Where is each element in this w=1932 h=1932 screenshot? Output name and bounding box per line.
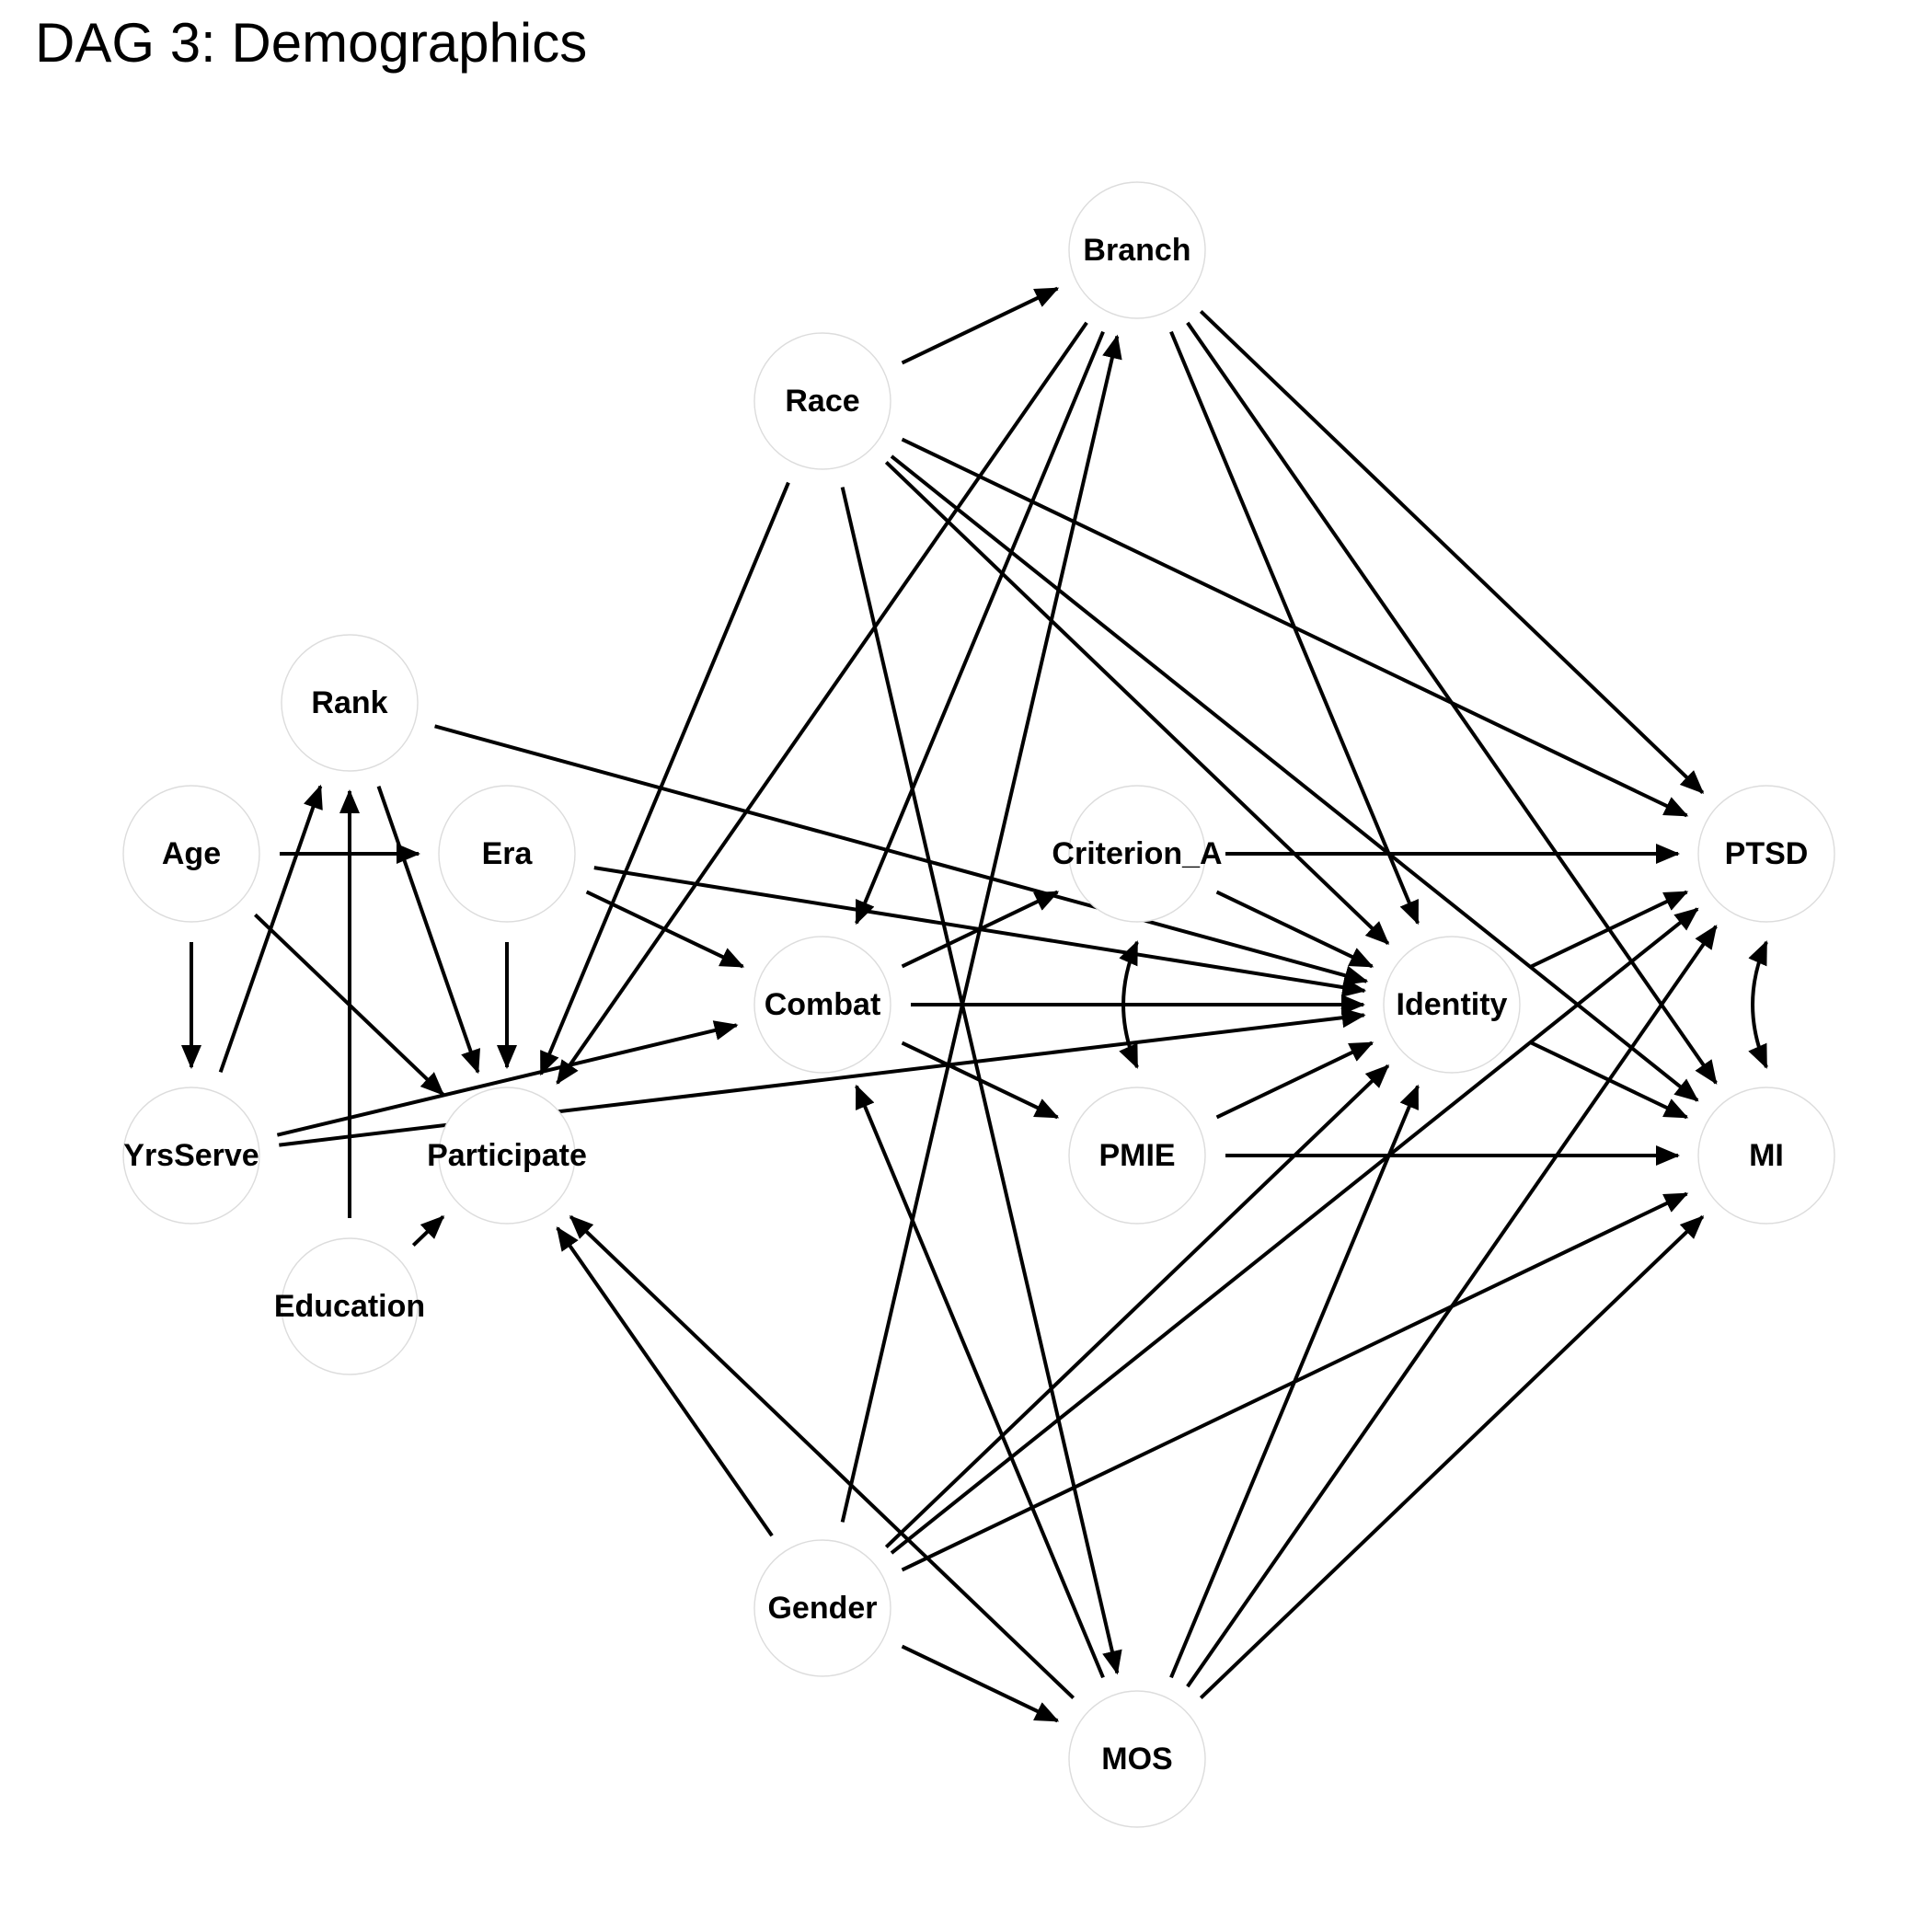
node-age: Age (122, 785, 260, 923)
edge-branch-to-ptsd (1199, 310, 1705, 794)
node-label: Rank (311, 685, 387, 720)
node-circle (753, 936, 891, 1074)
node-label: Identity (1397, 987, 1508, 1022)
edge-gender-to-branch (840, 334, 1122, 1523)
node-circle (1697, 785, 1835, 923)
node-label: PTSD (1725, 836, 1809, 871)
edge-mos-to-mi (1199, 1215, 1705, 1699)
edge-race-to-branch (901, 286, 1060, 365)
node-mi: MI (1697, 1087, 1835, 1225)
edge-gender-to-mos (901, 1644, 1060, 1723)
edge-branch-to-participate (556, 321, 1088, 1085)
node-ptsd: PTSD (1697, 785, 1835, 923)
edge-criterion-a-to-identity (1215, 890, 1374, 969)
node-mos: MOS (1068, 1690, 1206, 1828)
edge-rank-to-identity (434, 724, 1369, 985)
edge-yrsserve-to-combat (276, 1020, 739, 1137)
node-branch: Branch (1068, 181, 1206, 319)
node-circle (122, 785, 260, 923)
node-race: Race (753, 332, 891, 470)
edge-education-to-participate (411, 1215, 445, 1247)
node-label: MOS (1101, 1742, 1172, 1777)
node-circle (438, 785, 576, 923)
node-circle (1383, 936, 1521, 1074)
node-circle (753, 332, 891, 470)
node-criterion-a: Criterion_A (1052, 785, 1223, 923)
node-circle (1697, 1087, 1835, 1225)
node-label: Education (274, 1289, 425, 1324)
page-title: DAG 3: Demographics (35, 12, 588, 74)
node-circle (1068, 181, 1206, 319)
node-label: Era (482, 836, 534, 871)
node-circle (122, 1087, 260, 1225)
edge-gender-to-ptsd (890, 907, 1699, 1555)
node-label: Race (785, 384, 859, 419)
node-circle (281, 634, 419, 772)
edge-branch-to-combat (855, 330, 1105, 926)
node-label: Age (162, 836, 221, 871)
edge-branch-to-identity (1169, 330, 1420, 926)
node-circle (1068, 785, 1206, 923)
edge-identity-to-ptsd (1530, 890, 1689, 969)
edge-mos-to-combat (855, 1084, 1105, 1679)
node-education: Education (274, 1237, 425, 1375)
node-identity: Identity (1383, 936, 1521, 1074)
node-circle (1068, 1690, 1206, 1828)
node-combat: Combat (753, 936, 891, 1074)
node-label: Participate (427, 1138, 587, 1173)
node-label: PMIE (1098, 1138, 1175, 1173)
edge-mos-to-participate (569, 1214, 1075, 1700)
edge-race-to-mi (890, 454, 1699, 1102)
node-circle (1068, 1087, 1206, 1225)
node-label: Gender (767, 1591, 877, 1626)
edge-gender-to-identity (884, 1064, 1390, 1548)
edge-gender-to-participate (556, 1226, 774, 1537)
node-circle (753, 1539, 891, 1677)
node-label: Branch (1083, 233, 1190, 268)
node-yrsserve: YrsServe (122, 1087, 260, 1225)
edge-mos-to-identity (1169, 1084, 1420, 1679)
node-label: MI (1749, 1138, 1784, 1173)
node-circle (438, 1087, 576, 1225)
node-label: YrsServe (123, 1138, 259, 1173)
node-gender: Gender (753, 1539, 891, 1677)
edge-race-to-identity (884, 461, 1390, 945)
node-rank: Rank (281, 634, 419, 772)
edge-combat-to-pmie (901, 1041, 1060, 1120)
edge-ptsd-to-mi (1748, 940, 1768, 1069)
node-participate: Participate (427, 1087, 587, 1225)
node-label: Criterion_A (1052, 836, 1222, 871)
node-era: Era (438, 785, 576, 923)
node-pmie: PMIE (1068, 1087, 1206, 1225)
nodes-layer: Branch Race Rank Age Era Criterion_A PTSD Comba… (122, 181, 1835, 1828)
edge-criterion-a-to-pmie (1119, 940, 1139, 1069)
edge-yrsserve-to-rank (218, 784, 323, 1074)
edge-rank-to-participate (376, 786, 480, 1075)
edges-layer (181, 286, 1768, 1723)
edge-pmie-to-identity (1215, 1041, 1374, 1120)
edge-race-to-participate (539, 481, 790, 1076)
edge-branch-to-mi (1186, 321, 1718, 1085)
node-label: Combat (765, 987, 881, 1022)
node-circle (281, 1237, 419, 1375)
edge-mos-to-ptsd (1186, 925, 1718, 1688)
